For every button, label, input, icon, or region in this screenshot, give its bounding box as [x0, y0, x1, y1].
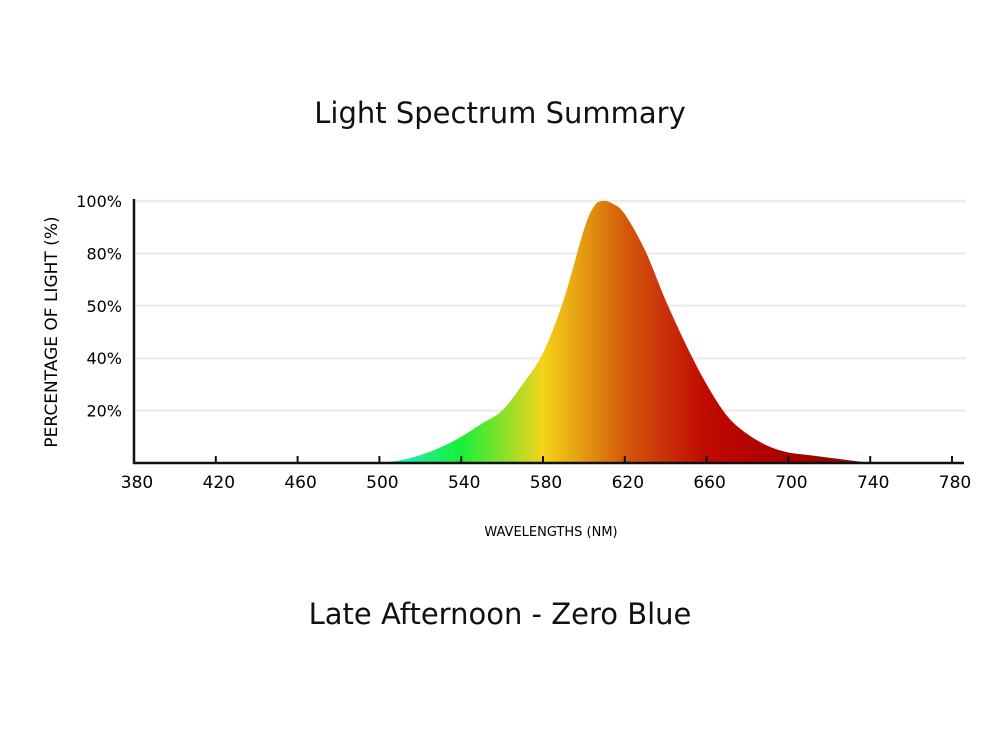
spectrum-area [379, 200, 871, 463]
x-tick-label: 700 [775, 473, 807, 493]
x-tick-label: 420 [203, 473, 235, 493]
x-tick-label: 460 [284, 473, 316, 493]
y-axis-label: PERCENTAGE OF LIGHT (%) [42, 216, 62, 447]
chart-title: Light Spectrum Summary [314, 96, 686, 130]
x-tick-label: 740 [857, 473, 889, 493]
y-tick-label: 40% [86, 349, 122, 368]
y-tick-label: 50% [86, 297, 122, 316]
x-tick-label: 580 [530, 473, 562, 493]
x-tick-label: 620 [612, 473, 644, 493]
x-axis-label: WAVELENGTHS (NM) [484, 525, 617, 540]
y-tick-label: 80% [86, 244, 122, 263]
y-tick-label: 100% [76, 192, 122, 211]
x-tick-label: 540 [448, 473, 480, 493]
y-tick-label: 20% [86, 402, 122, 421]
x-tick-label: 380 [121, 473, 153, 493]
x-tick-label: 660 [693, 473, 725, 493]
chart-subtitle: Late Afternoon - Zero Blue [308, 597, 692, 631]
x-tick-label: 500 [366, 473, 398, 493]
x-tick-label: 780 [939, 473, 971, 493]
